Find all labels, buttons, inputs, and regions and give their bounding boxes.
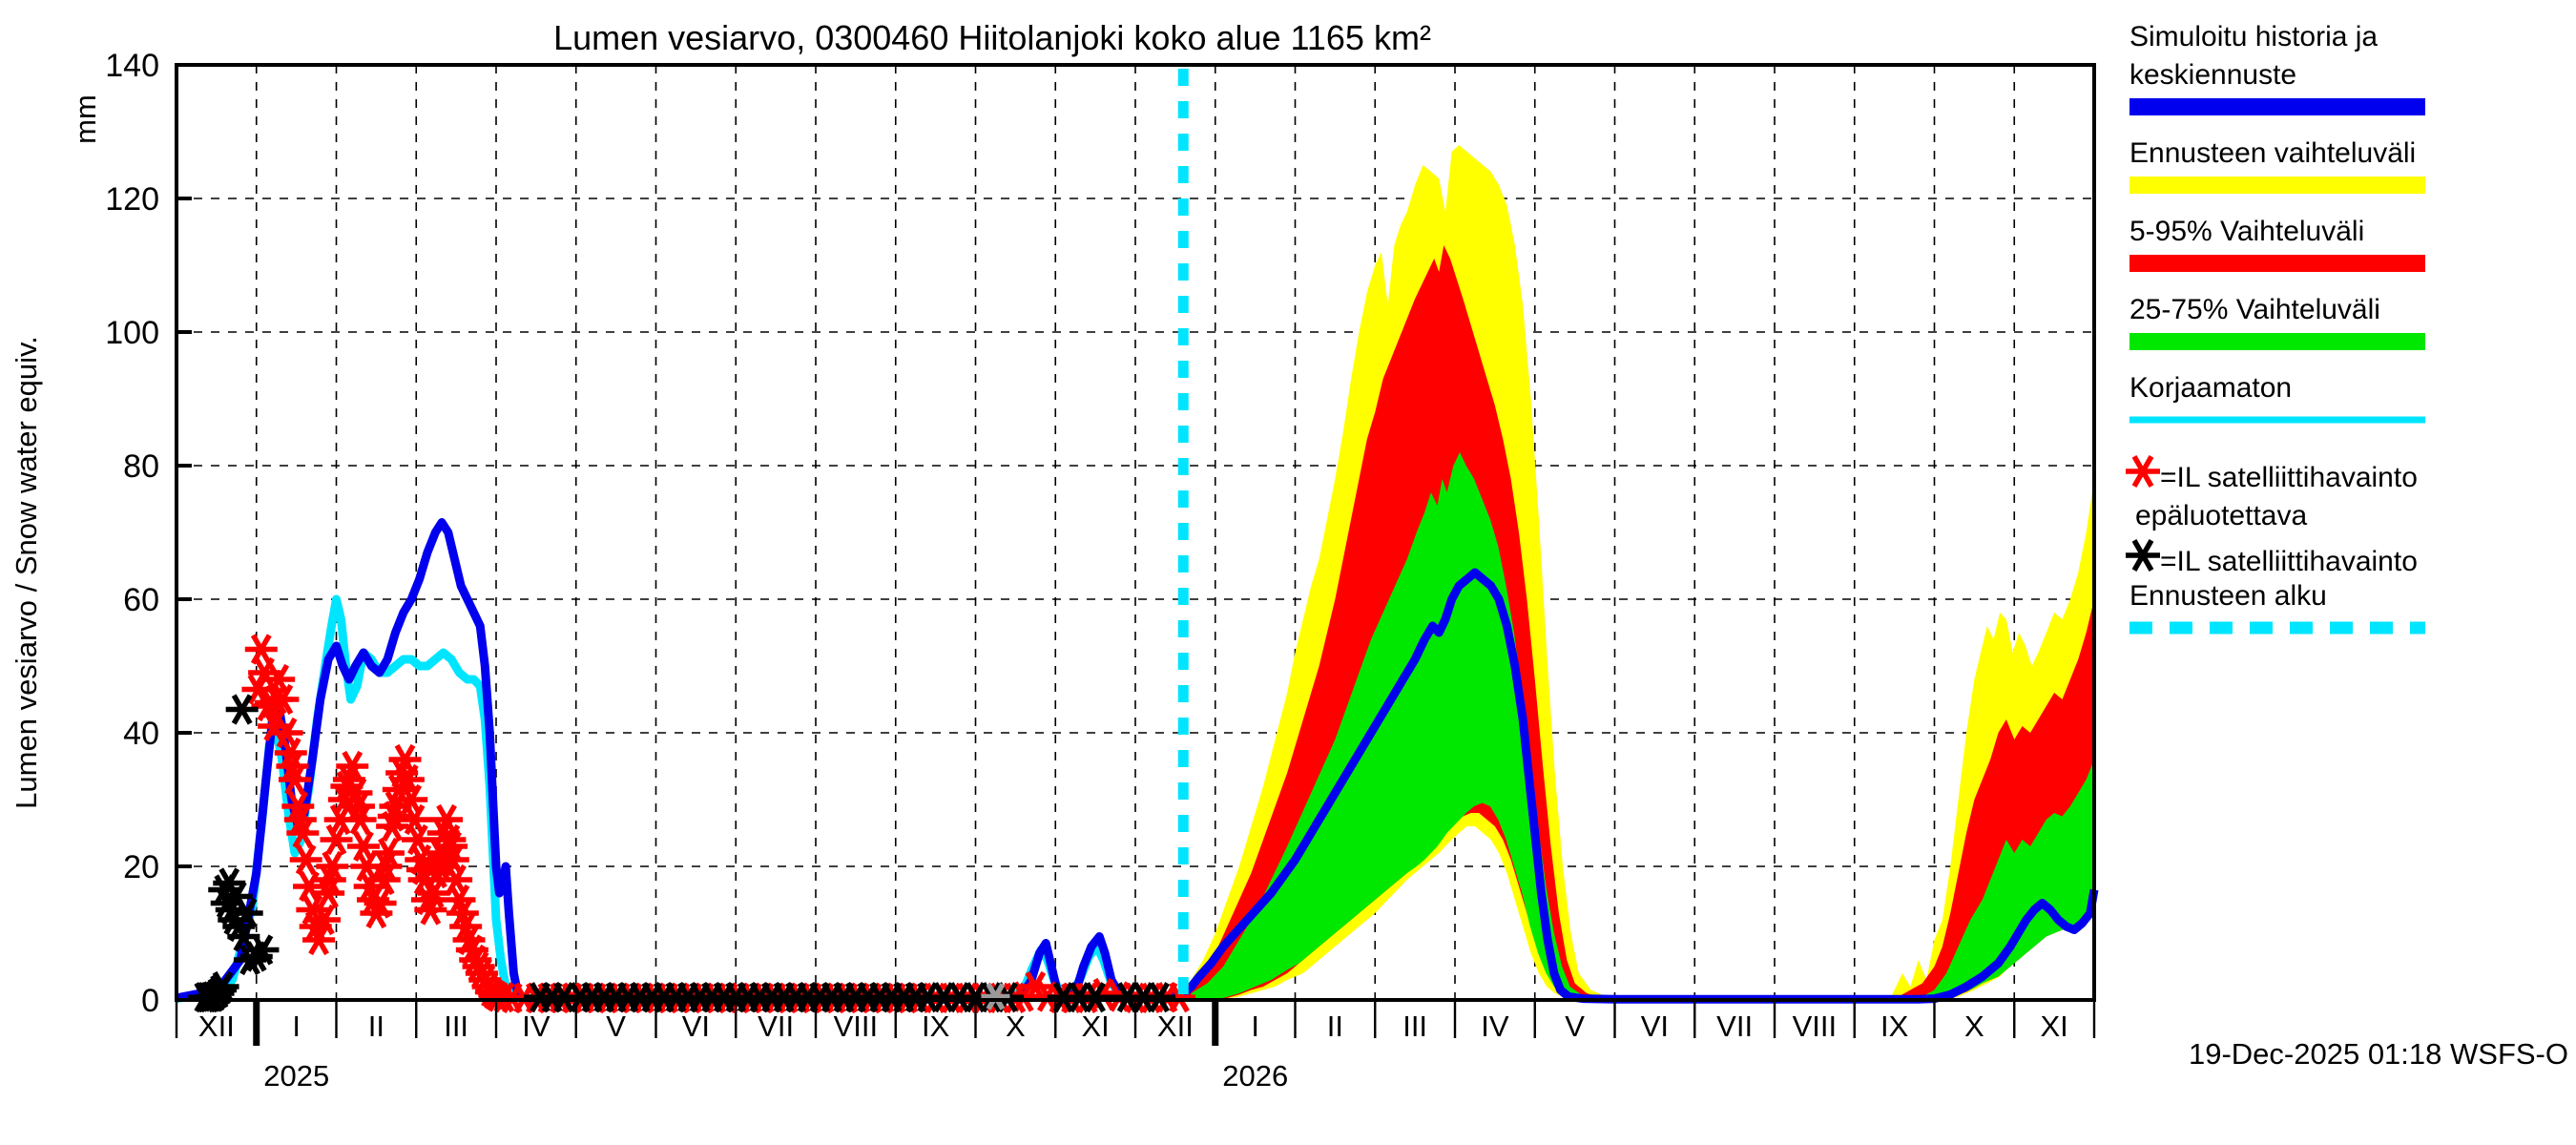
- legend-label-line2: epäluotettava: [2135, 500, 2307, 531]
- legend-item-swatch-dashed: Ennusteen alku: [2129, 580, 2425, 635]
- x-tick-month-label: III: [444, 1010, 468, 1043]
- x-tick-month-label: IV: [522, 1010, 551, 1043]
- legend-label: Ennusteen vaihteluväli: [2129, 137, 2416, 169]
- x-tick-month-label: VI: [1641, 1010, 1669, 1043]
- legend-item-swatch-solid: Ennusteen vaihteluväli: [2129, 137, 2425, 194]
- x-tick-month-label: V: [606, 1010, 626, 1043]
- y-tick-label: 120: [105, 181, 159, 218]
- x-tick-month-label: X: [1964, 1010, 1984, 1043]
- y-axis-label: Lumen vesiarvo / Snow water equiv.: [10, 336, 43, 809]
- x-tick-month-label: XI: [1081, 1010, 1109, 1043]
- x-tick-month-label: X: [1006, 1010, 1026, 1043]
- x-tick-month-label: IX: [1880, 1010, 1909, 1043]
- y-tick-label: 80: [123, 448, 159, 485]
- x-tick-month-label: IV: [1481, 1010, 1509, 1043]
- y-tick-label: 60: [123, 582, 159, 618]
- x-tick-month-label: V: [1565, 1010, 1585, 1043]
- chart-title: Lumen vesiarvo, 0300460 Hiitolanjoki kok…: [553, 18, 1431, 57]
- x-tick-month-label: VIII: [1793, 1010, 1838, 1043]
- x-tick-month-label: VII: [1716, 1010, 1753, 1043]
- markers-satellite-reliable: [188, 694, 1176, 1013]
- x-axis-ticks: XII I II III IV V VI VII VIII IX X XI XII I II III IV V VI…: [175, 1000, 2096, 1046]
- legend-label: 5-95% Vaihteluväli: [2129, 216, 2364, 247]
- y-tick-label: 20: [123, 849, 159, 885]
- legend-item-swatch-solid: 5-95% Vaihteluväli: [2129, 216, 2425, 272]
- legend-label: Ennusteen alku: [2129, 580, 2327, 612]
- legend-label: Simuloitu historia ja: [2129, 21, 2378, 52]
- x-tick-month-label: II: [368, 1010, 384, 1043]
- legend-label: =IL satelliittihavainto: [2160, 462, 2418, 493]
- legend-label: =IL satelliittihavainto: [2160, 546, 2418, 577]
- legend-item: =IL satelliittihavainto: [2126, 539, 2418, 577]
- legend-label: Korjaamaton: [2129, 372, 2292, 404]
- legend: Simuloitu historia ja keskiennuste Ennuste…: [2126, 21, 2425, 635]
- x-tick-month-label: I: [1251, 1010, 1259, 1043]
- x-tick-month-label: XI: [2040, 1010, 2067, 1043]
- series-band-25-75: [1191, 452, 2094, 1000]
- y-axis-unit-label: mm: [69, 94, 102, 144]
- y-tick-label: 40: [123, 716, 159, 752]
- x-tick-month-label: IX: [922, 1010, 950, 1043]
- x-tick-month-label: II: [1327, 1010, 1343, 1043]
- legend-label-line2: keskiennuste: [2129, 59, 2296, 91]
- legend-item-swatch-solid: 25-75% Vaihteluväli: [2129, 294, 2425, 350]
- y-axis-ticks: 0 20 40 60 80 100 120 140: [105, 48, 192, 1019]
- x-tick-month-label: XII: [198, 1010, 235, 1043]
- x-axis-year-label: 2026: [1222, 1059, 1288, 1093]
- x-tick-month-label: VIII: [834, 1010, 879, 1043]
- x-axis-year-label: 2025: [263, 1059, 329, 1093]
- legend-label: 25-75% Vaihteluväli: [2129, 294, 2380, 325]
- x-axis-year-labels: 2025 2026: [263, 1059, 1288, 1093]
- timestamp-annotation: 19-Dec-2025 01:18 WSFS-O: [2189, 1037, 2568, 1071]
- y-tick-label: 140: [105, 48, 159, 84]
- x-tick-month-label: VI: [682, 1010, 710, 1043]
- x-tick-month-label: VII: [758, 1010, 794, 1043]
- y-tick-label: 0: [141, 983, 159, 1019]
- legend-item: =IL satelliittihavainto epäluotettava: [2126, 455, 2418, 531]
- x-tick-month-label: XII: [1157, 1010, 1194, 1043]
- x-tick-month-label: III: [1402, 1010, 1427, 1043]
- legend-item-swatch-line: Korjaamaton: [2129, 372, 2425, 424]
- legend-item-swatch-solid: Simuloitu historia ja keskiennuste: [2129, 21, 2425, 115]
- y-tick-label: 100: [105, 315, 159, 351]
- x-tick-month-label: I: [292, 1010, 301, 1043]
